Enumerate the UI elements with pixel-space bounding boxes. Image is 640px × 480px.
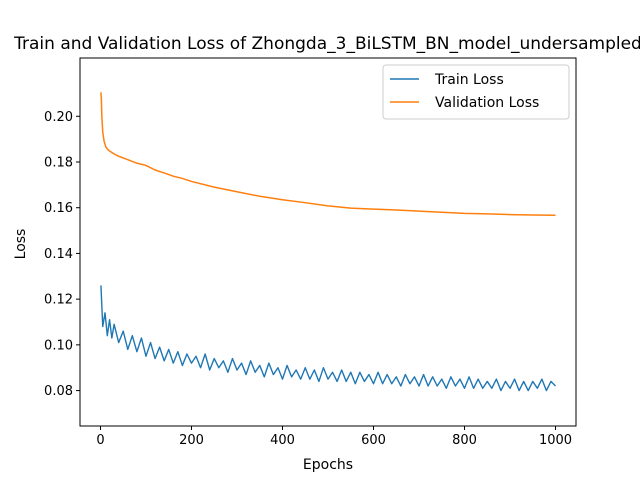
- y-tick-label: 0.20: [44, 110, 73, 125]
- y-axis-label: Loss: [13, 229, 29, 260]
- series-line-train-loss: [101, 285, 556, 390]
- x-tick-label: 600: [361, 433, 386, 448]
- x-tick-label: 0: [96, 433, 104, 448]
- legend-label-validation-loss: Validation Loss: [435, 95, 539, 111]
- y-tick-label: 0.10: [44, 338, 73, 353]
- x-tick-label: 400: [270, 433, 295, 448]
- chart-title: Train and Validation Loss of Zhongda_3_B…: [13, 34, 640, 54]
- y-axis: 0.08 0.10 0.12 0.14 0.16 0.18 0.20: [44, 110, 80, 399]
- legend: Train Loss Validation Loss: [383, 65, 569, 119]
- y-tick-label: 0.14: [44, 247, 73, 262]
- y-tick-label: 0.16: [44, 201, 73, 216]
- x-tick-label: 1000: [539, 433, 572, 448]
- y-tick-label: 0.12: [44, 293, 73, 308]
- y-tick-label: 0.18: [44, 156, 73, 171]
- x-tick-label: 200: [179, 433, 204, 448]
- x-tick-label: 800: [452, 433, 477, 448]
- y-tick-label: 0.08: [44, 384, 73, 399]
- x-axis: 0 200 400 600 800 1000: [96, 426, 572, 448]
- x-axis-label: Epochs: [303, 457, 353, 473]
- legend-label-train-loss: Train Loss: [434, 72, 504, 88]
